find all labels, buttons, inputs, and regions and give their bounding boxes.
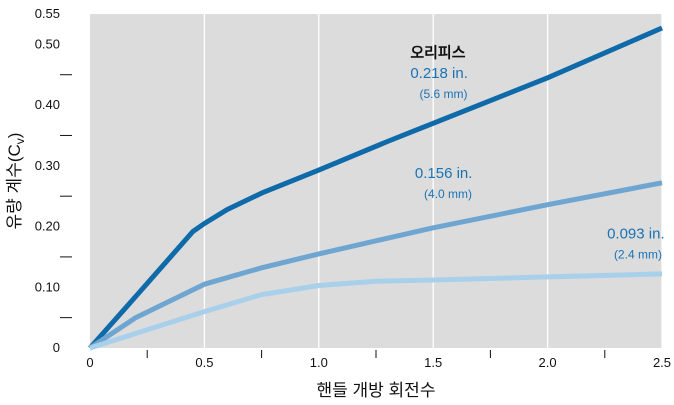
grid-lines xyxy=(203,14,663,348)
x-tick-label-0: 0 xyxy=(86,355,93,370)
y-tick-label-3: 0.30 xyxy=(35,158,60,173)
y-tick-label-5: 0.50 xyxy=(35,36,60,51)
series-line-3 xyxy=(89,271,663,351)
x-tick-label-1: 0.5 xyxy=(195,355,213,370)
annotations: 오리피스 0.218 in. (5.6 mm) 0.156 in. (4.0 mm) 0.… xyxy=(410,45,664,262)
y-tick-label-4: 0.40 xyxy=(35,97,60,112)
annotation-4: (4.0 mm) xyxy=(424,187,472,201)
annotation-1: 0.218 in. xyxy=(410,65,468,82)
annotation-3: 0.156 in. xyxy=(415,165,473,182)
y-tick-label-6: 0.55 xyxy=(35,6,60,21)
y-tick-label-1: 0.10 xyxy=(35,279,60,294)
x-tick-label-4: 2.0 xyxy=(539,355,557,370)
y-axis-label-close: ) xyxy=(5,133,24,139)
series-line-2 xyxy=(88,180,663,351)
y-tick-label-0: 0 xyxy=(53,340,60,355)
series-group xyxy=(88,25,663,351)
y-axis-label-subscript: v xyxy=(13,138,27,144)
y-axis-ticks: 0 0.10 0.20 0.30 0.40 0.50 0.55 xyxy=(35,6,72,355)
x-tick-label-5: 2.5 xyxy=(653,355,671,370)
x-axis-label: 핸들 개방 회전수 xyxy=(317,381,436,400)
y-tick-label-2: 0.20 xyxy=(35,219,60,234)
y-axis-label: 유량 계수(Cv) xyxy=(5,133,27,230)
annotation-2: (5.6 mm) xyxy=(419,87,467,101)
annotation-0: 오리피스 xyxy=(410,45,465,62)
x-tick-label-3: 1.5 xyxy=(424,355,442,370)
x-tick-label-2: 1.0 xyxy=(310,355,328,370)
annotation-5: 0.093 in. xyxy=(607,226,665,243)
series-line-1 xyxy=(88,25,663,350)
annotation-6: (2.4 mm) xyxy=(614,248,662,262)
x-axis-ticks: 0 0.5 1.0 1.5 2.0 2.5 xyxy=(86,350,671,370)
y-axis-label-main: 유량 계수(C xyxy=(5,144,24,229)
